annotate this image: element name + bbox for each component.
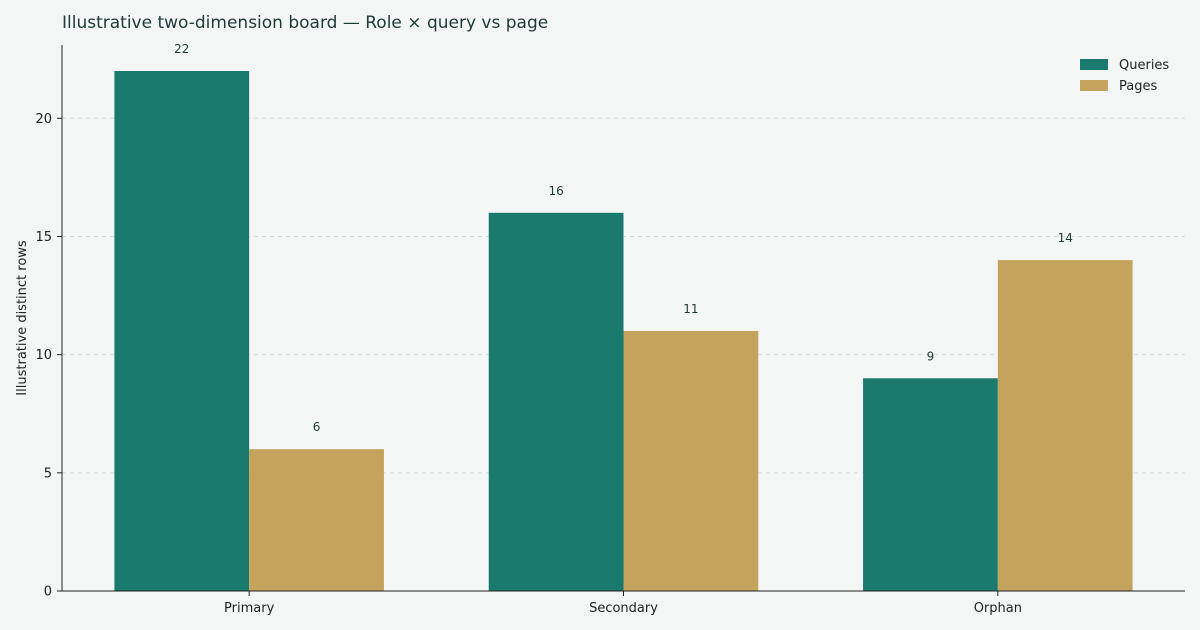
bar-queries-primary (114, 71, 250, 591)
data-label: 11 (683, 302, 698, 316)
y-tick-label: 0 (44, 585, 52, 600)
legend: Queries Pages (1080, 58, 1169, 94)
data-labels: 22 6 16 11 9 14 (174, 42, 1073, 434)
data-label: 9 (927, 349, 935, 363)
bar-pages-orphan (997, 260, 1133, 591)
y-tick-label: 10 (35, 348, 52, 363)
chart-title: Illustrative two-dimension board — Role … (62, 13, 548, 33)
data-label: 14 (1058, 231, 1073, 245)
bar-queries-orphan (863, 378, 998, 591)
x-tick-label: Orphan (974, 601, 1022, 616)
data-label: 16 (548, 184, 563, 198)
legend-swatch-queries (1080, 59, 1108, 70)
x-tick-label: Primary (224, 601, 275, 616)
y-tick-label: 20 (35, 112, 52, 127)
x-tick-label: Secondary (589, 601, 658, 616)
y-tick-label: 5 (44, 466, 52, 481)
data-label: 22 (174, 42, 189, 56)
bars (114, 71, 1133, 591)
data-label: 6 (313, 420, 321, 434)
x-axis-ticks: Primary Secondary Orphan (224, 591, 1022, 616)
legend-label-pages: Pages (1119, 79, 1157, 94)
bar-pages-secondary (623, 331, 759, 591)
y-axis-ticks: 0 5 10 15 20 (35, 112, 62, 600)
y-tick-label: 15 (35, 230, 52, 245)
y-axis-label: Illustrative distinct rows (15, 240, 30, 396)
bar-queries-secondary (488, 212, 624, 591)
legend-swatch-pages (1080, 80, 1108, 91)
bar-pages-primary (249, 449, 384, 591)
legend-label-queries: Queries (1119, 58, 1169, 73)
